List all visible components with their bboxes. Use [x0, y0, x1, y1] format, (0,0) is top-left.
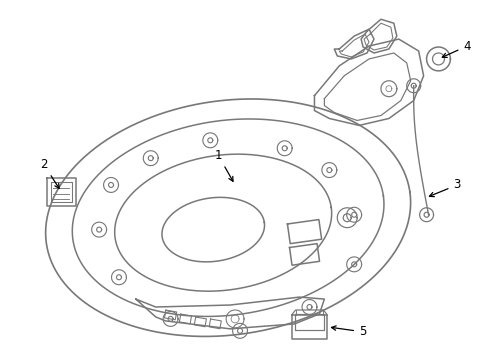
Text: 2: 2 — [40, 158, 59, 188]
Text: 1: 1 — [215, 149, 233, 181]
Text: 3: 3 — [429, 179, 461, 197]
Text: 5: 5 — [332, 325, 367, 338]
Text: 4: 4 — [442, 40, 471, 57]
